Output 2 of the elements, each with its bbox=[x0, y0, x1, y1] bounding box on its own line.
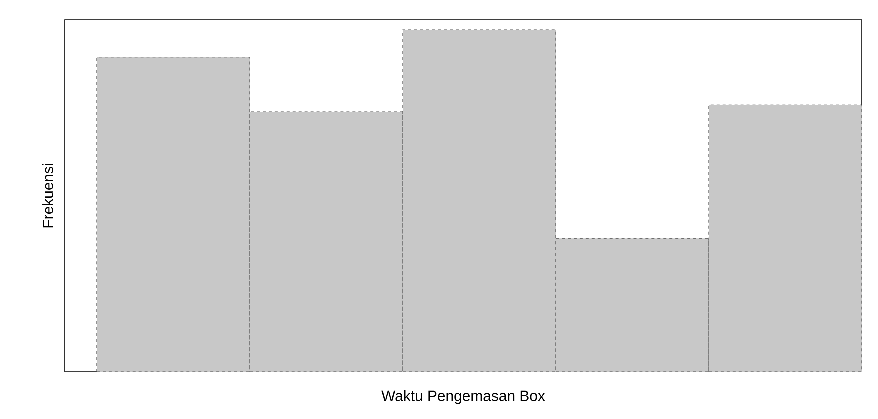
x-axis-title: Waktu Pengemasan Box bbox=[382, 390, 546, 404]
y-axis-title: Frekuensi bbox=[42, 164, 54, 228]
